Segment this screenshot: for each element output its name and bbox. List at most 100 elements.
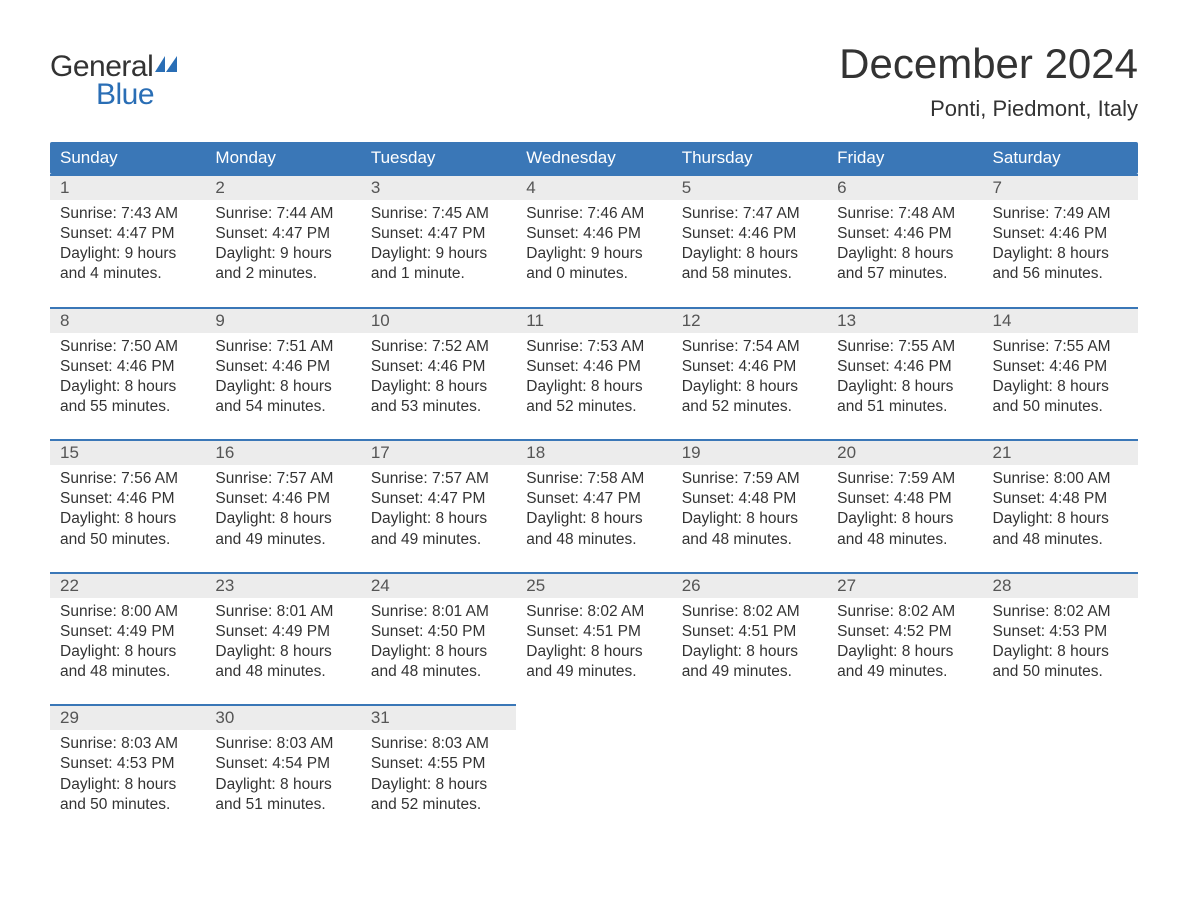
day-number: 17 (361, 439, 516, 465)
day-dl2: and 54 minutes. (215, 397, 350, 417)
day-body: Sunrise: 7:46 AMSunset: 4:46 PMDaylight:… (516, 200, 671, 293)
day-sunset: Sunset: 4:46 PM (526, 357, 661, 377)
day-sunset: Sunset: 4:49 PM (215, 622, 350, 642)
page-header: General Blue December 2024 Ponti, Piedmo… (50, 40, 1138, 122)
day-number: 13 (827, 307, 982, 333)
day-sunset: Sunset: 4:51 PM (682, 622, 817, 642)
day-number: 2 (205, 174, 360, 200)
day-cell: 20Sunrise: 7:59 AMSunset: 4:48 PMDayligh… (827, 439, 982, 558)
day-dl2: and 50 minutes. (60, 795, 195, 815)
day-dl2: and 55 minutes. (60, 397, 195, 417)
day-dl2: and 48 minutes. (837, 530, 972, 550)
day-number: 15 (50, 439, 205, 465)
day-number: 23 (205, 572, 360, 598)
day-cell: 10Sunrise: 7:52 AMSunset: 4:46 PMDayligh… (361, 307, 516, 426)
day-sunset: Sunset: 4:53 PM (993, 622, 1128, 642)
day-sunset: Sunset: 4:54 PM (215, 754, 350, 774)
day-dl1: Daylight: 8 hours (993, 244, 1128, 264)
day-dl1: Daylight: 8 hours (526, 377, 661, 397)
day-body: Sunrise: 7:48 AMSunset: 4:46 PMDaylight:… (827, 200, 982, 293)
day-number: 29 (50, 704, 205, 730)
day-sunrise: Sunrise: 7:55 AM (837, 337, 972, 357)
day-dl2: and 58 minutes. (682, 264, 817, 284)
day-dl2: and 52 minutes. (526, 397, 661, 417)
day-body: Sunrise: 7:44 AMSunset: 4:47 PMDaylight:… (205, 200, 360, 293)
day-sunrise: Sunrise: 8:01 AM (371, 602, 506, 622)
day-cell: 6Sunrise: 7:48 AMSunset: 4:46 PMDaylight… (827, 174, 982, 293)
day-dl1: Daylight: 8 hours (60, 377, 195, 397)
day-cell: 14Sunrise: 7:55 AMSunset: 4:46 PMDayligh… (983, 307, 1138, 426)
day-dl1: Daylight: 8 hours (215, 377, 350, 397)
day-body (516, 730, 671, 816)
day-sunrise: Sunrise: 8:02 AM (837, 602, 972, 622)
day-dl2: and 48 minutes. (526, 530, 661, 550)
day-dl1: Daylight: 8 hours (526, 509, 661, 529)
day-number: 6 (827, 174, 982, 200)
calendar: Sunday Monday Tuesday Wednesday Thursday… (50, 142, 1138, 823)
day-cell (516, 704, 671, 823)
day-number: 30 (205, 704, 360, 730)
day-cell: 7Sunrise: 7:49 AMSunset: 4:46 PMDaylight… (983, 174, 1138, 293)
weekday-header: Saturday (983, 142, 1138, 174)
day-body: Sunrise: 8:01 AMSunset: 4:49 PMDaylight:… (205, 598, 360, 691)
calendar-week: 22Sunrise: 8:00 AMSunset: 4:49 PMDayligh… (50, 572, 1138, 691)
day-dl1: Daylight: 8 hours (371, 377, 506, 397)
day-number: 20 (827, 439, 982, 465)
day-body (672, 730, 827, 816)
day-dl2: and 49 minutes. (837, 662, 972, 682)
day-sunset: Sunset: 4:48 PM (837, 489, 972, 509)
day-dl1: Daylight: 8 hours (526, 642, 661, 662)
day-cell: 4Sunrise: 7:46 AMSunset: 4:46 PMDaylight… (516, 174, 671, 293)
day-dl1: Daylight: 8 hours (682, 244, 817, 264)
day-dl1: Daylight: 8 hours (371, 775, 506, 795)
day-cell: 24Sunrise: 8:01 AMSunset: 4:50 PMDayligh… (361, 572, 516, 691)
day-sunset: Sunset: 4:48 PM (682, 489, 817, 509)
day-sunrise: Sunrise: 7:50 AM (60, 337, 195, 357)
day-body: Sunrise: 8:01 AMSunset: 4:50 PMDaylight:… (361, 598, 516, 691)
day-sunrise: Sunrise: 8:00 AM (993, 469, 1128, 489)
day-sunrise: Sunrise: 7:47 AM (682, 204, 817, 224)
day-dl2: and 48 minutes. (215, 662, 350, 682)
day-cell: 27Sunrise: 8:02 AMSunset: 4:52 PMDayligh… (827, 572, 982, 691)
day-sunset: Sunset: 4:46 PM (60, 489, 195, 509)
day-sunset: Sunset: 4:46 PM (993, 357, 1128, 377)
day-body: Sunrise: 7:59 AMSunset: 4:48 PMDaylight:… (827, 465, 982, 558)
day-sunrise: Sunrise: 7:54 AM (682, 337, 817, 357)
day-body: Sunrise: 7:43 AMSunset: 4:47 PMDaylight:… (50, 200, 205, 293)
day-dl2: and 48 minutes. (993, 530, 1128, 550)
day-dl2: and 48 minutes. (682, 530, 817, 550)
day-sunrise: Sunrise: 8:03 AM (60, 734, 195, 754)
day-dl2: and 50 minutes. (60, 530, 195, 550)
day-body: Sunrise: 7:52 AMSunset: 4:46 PMDaylight:… (361, 333, 516, 426)
day-cell (827, 704, 982, 823)
day-sunset: Sunset: 4:55 PM (371, 754, 506, 774)
day-sunrise: Sunrise: 8:00 AM (60, 602, 195, 622)
day-dl1: Daylight: 8 hours (215, 642, 350, 662)
day-cell: 15Sunrise: 7:56 AMSunset: 4:46 PMDayligh… (50, 439, 205, 558)
day-sunrise: Sunrise: 7:59 AM (682, 469, 817, 489)
day-dl2: and 4 minutes. (60, 264, 195, 284)
day-number: 31 (361, 704, 516, 730)
day-sunrise: Sunrise: 7:59 AM (837, 469, 972, 489)
day-sunrise: Sunrise: 7:52 AM (371, 337, 506, 357)
day-sunset: Sunset: 4:47 PM (371, 224, 506, 244)
day-body: Sunrise: 7:57 AMSunset: 4:47 PMDaylight:… (361, 465, 516, 558)
calendar-week: 8Sunrise: 7:50 AMSunset: 4:46 PMDaylight… (50, 307, 1138, 426)
day-sunrise: Sunrise: 8:03 AM (371, 734, 506, 754)
day-dl1: Daylight: 9 hours (526, 244, 661, 264)
day-body: Sunrise: 7:45 AMSunset: 4:47 PMDaylight:… (361, 200, 516, 293)
day-sunset: Sunset: 4:49 PM (60, 622, 195, 642)
calendar-week: 29Sunrise: 8:03 AMSunset: 4:53 PMDayligh… (50, 704, 1138, 823)
day-cell: 31 Sunrise: 8:03 AMSunset: 4:55 PMDayligh… (361, 704, 516, 823)
day-sunset: Sunset: 4:47 PM (371, 489, 506, 509)
calendar-week: 15Sunrise: 7:56 AMSunset: 4:46 PMDayligh… (50, 439, 1138, 558)
day-dl2: and 0 minutes. (526, 264, 661, 284)
day-dl1: Daylight: 8 hours (60, 775, 195, 795)
day-sunrise: Sunrise: 8:02 AM (682, 602, 817, 622)
day-sunset: Sunset: 4:46 PM (60, 357, 195, 377)
day-number: 9 (205, 307, 360, 333)
day-dl1: Daylight: 8 hours (993, 377, 1128, 397)
day-dl1: Daylight: 9 hours (371, 244, 506, 264)
day-sunrise: Sunrise: 8:02 AM (526, 602, 661, 622)
day-sunrise: Sunrise: 7:43 AM (60, 204, 195, 224)
